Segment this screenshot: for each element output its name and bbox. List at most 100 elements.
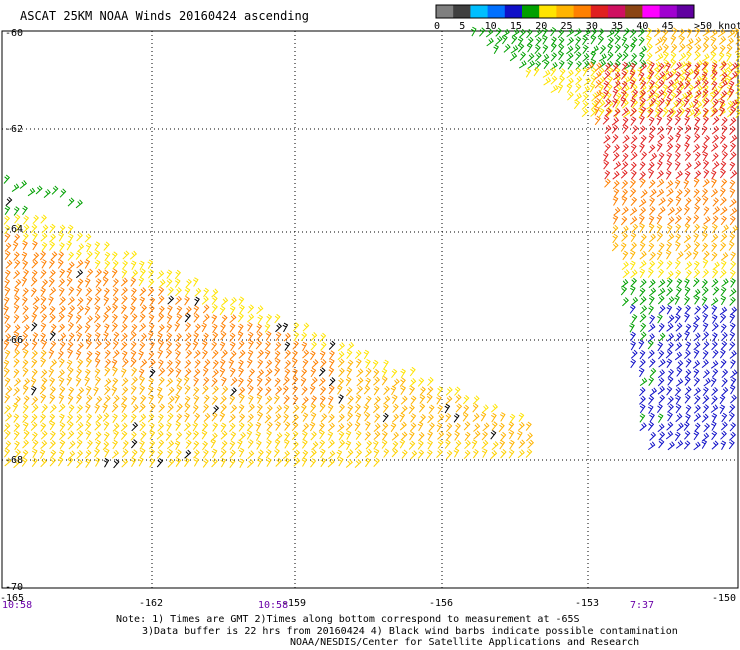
wind-barb (498, 422, 505, 433)
wind-barb (622, 116, 629, 127)
wind-barb (76, 368, 83, 378)
wind-barb (719, 404, 726, 414)
wind-barb (649, 125, 656, 135)
wind-barb (167, 448, 174, 459)
wind-barb (292, 340, 299, 350)
wind-barb (103, 458, 110, 468)
wind-barb (102, 441, 110, 451)
wind-barb (229, 422, 236, 432)
wind-barb (525, 68, 532, 78)
wind-barb (693, 62, 701, 73)
wind-barb (149, 430, 156, 440)
wind-barb (320, 448, 326, 459)
wind-barb (48, 259, 55, 269)
wind-barb (665, 170, 672, 180)
legend-tick-label: 25 (561, 21, 573, 32)
wind-barb (104, 349, 111, 359)
wind-barb (629, 62, 636, 73)
wind-barb (612, 144, 620, 154)
wind-barb (86, 268, 94, 278)
wind-barb (68, 332, 75, 342)
wind-barb (76, 430, 84, 440)
wind-barb (418, 432, 425, 442)
wind-barb (500, 431, 507, 442)
wind-barb (630, 196, 638, 206)
wind-barb (59, 386, 66, 396)
wind-barb (665, 96, 672, 107)
wind-barb (583, 77, 592, 86)
wind-barb (3, 340, 10, 350)
wind-barb (111, 313, 118, 324)
wind-barb (86, 439, 93, 450)
wind-barb (630, 170, 637, 180)
wind-barb (202, 340, 208, 350)
wind-barb (630, 83, 638, 94)
wind-barb (302, 358, 309, 369)
wind-barb (710, 36, 717, 47)
wind-barb (481, 404, 489, 414)
wind-barb (266, 439, 272, 449)
wind-barb (419, 414, 427, 424)
wind-barb (445, 413, 452, 423)
wind-barb (382, 412, 389, 423)
wind-barb (112, 413, 118, 424)
wind-barb (373, 457, 380, 467)
wind-barb (702, 143, 708, 154)
wind-barb (693, 412, 702, 422)
wind-barb (550, 66, 557, 77)
wind-barb (719, 306, 728, 316)
wind-barb (692, 277, 700, 288)
wind-barb (639, 97, 647, 107)
wind-barb (666, 125, 673, 135)
wind-barb (104, 260, 111, 270)
wind-barb (658, 97, 665, 108)
wind-barb (666, 224, 673, 234)
wind-barb (621, 188, 629, 198)
wind-barb (130, 287, 137, 298)
wind-barb (639, 268, 646, 279)
wind-barb (22, 385, 29, 395)
wind-barb (711, 440, 719, 450)
wind-barb (721, 377, 728, 388)
wind-barb (735, 51, 740, 62)
wind-barb (656, 250, 663, 260)
wind-barb (201, 295, 209, 305)
wind-barb (202, 449, 209, 459)
wind-barb (509, 439, 515, 450)
wind-barb (319, 429, 325, 440)
wind-barb (5, 385, 13, 395)
wind-barb (676, 251, 684, 260)
wind-barb (246, 430, 253, 440)
wind-barb (510, 45, 519, 54)
wind-barb (184, 395, 191, 406)
wind-barb (684, 71, 691, 81)
wind-barb (590, 34, 597, 45)
wind-barb (649, 188, 657, 198)
wind-barb (730, 225, 739, 234)
wind-barb (31, 448, 38, 459)
wind-barb (30, 287, 37, 297)
legend-swatch (453, 5, 471, 18)
wind-barb (140, 332, 147, 343)
wind-barb (623, 27, 631, 37)
wind-barb (462, 395, 470, 405)
wind-barb (23, 421, 29, 432)
wind-barb (604, 143, 611, 153)
wind-barb (666, 386, 673, 396)
wind-barb (454, 386, 461, 396)
wind-barb (230, 431, 237, 441)
wind-barb (392, 378, 400, 388)
wind-barb (418, 403, 426, 413)
wind-barb (604, 170, 611, 180)
wind-barb (603, 160, 610, 170)
wind-barb (480, 411, 487, 422)
wind-barb (318, 377, 326, 387)
wind-barb (41, 339, 47, 350)
wind-barb (130, 260, 137, 270)
wind-barb (264, 323, 271, 333)
wind-barb (202, 332, 209, 342)
wind-barb (684, 261, 693, 270)
wind-barb (337, 358, 345, 368)
wind-barb (720, 90, 728, 100)
wind-barb (685, 358, 692, 368)
